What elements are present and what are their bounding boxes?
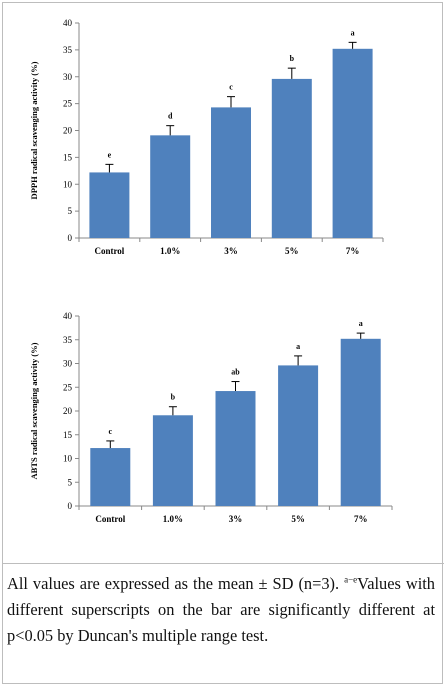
y-tick-label: 20 bbox=[63, 406, 73, 416]
bar bbox=[152, 415, 193, 506]
y-tick-label: 35 bbox=[63, 45, 73, 55]
x-category-label: Control bbox=[94, 246, 124, 256]
bar bbox=[271, 78, 312, 239]
x-category-label: 1.0% bbox=[160, 246, 180, 256]
bar-superscript-label: a bbox=[351, 28, 355, 37]
y-axis-title: DPPH radical scavenging activity (%) bbox=[29, 61, 39, 199]
caption-text-rest: Values with different superscripts on th… bbox=[7, 574, 435, 645]
x-category-label: 5% bbox=[291, 514, 305, 524]
y-tick-label: 40 bbox=[63, 18, 73, 28]
abts-bar-chart: 0 5 10 15 20 25 30 35 40 c Control b 1.0% ab 3% a 5% a 7% A… bbox=[29, 311, 393, 524]
y-tick-label: 10 bbox=[63, 179, 73, 189]
bar bbox=[90, 448, 131, 506]
y-tick-label: 15 bbox=[63, 430, 73, 440]
bar-superscript-label: c bbox=[109, 427, 113, 436]
bar bbox=[215, 391, 256, 506]
x-category-label: 3% bbox=[229, 514, 243, 524]
bar bbox=[211, 107, 251, 238]
caption-divider bbox=[2, 563, 444, 564]
x-category-label: 1.0% bbox=[163, 514, 183, 524]
y-tick-label: 0 bbox=[68, 233, 73, 243]
bar-superscript-label: a bbox=[359, 319, 363, 328]
y-tick-label: 20 bbox=[63, 126, 73, 136]
bar-superscript-label: a bbox=[296, 342, 300, 351]
bar-superscript-label: d bbox=[168, 112, 173, 121]
bar-superscript-label: b bbox=[290, 54, 295, 63]
y-tick-label: 5 bbox=[68, 477, 73, 487]
y-tick-label: 25 bbox=[63, 382, 73, 392]
bar-superscript-label: ab bbox=[231, 368, 240, 377]
x-category-label: 7% bbox=[354, 514, 368, 524]
x-category-label: 3% bbox=[224, 246, 238, 256]
bar bbox=[278, 365, 319, 506]
bar bbox=[340, 338, 381, 506]
bar-superscript-label: c bbox=[229, 83, 233, 92]
bar bbox=[332, 48, 373, 238]
bar-superscript-label: e bbox=[108, 150, 112, 159]
x-category-label: Control bbox=[95, 514, 125, 524]
caption-text-main: All values are expressed as the mean ± S… bbox=[7, 574, 345, 593]
dpph-bar-chart: 0 5 10 15 20 25 30 35 40 e Control d 1.0% c 3% b 5% a 7% DP… bbox=[29, 18, 384, 256]
bar bbox=[150, 135, 191, 238]
y-tick-label: 0 bbox=[68, 501, 73, 511]
y-tick-label: 30 bbox=[63, 359, 73, 369]
caption-superscript: a−e bbox=[344, 574, 358, 585]
y-tick-label: 15 bbox=[63, 152, 73, 162]
bar-superscript-label: b bbox=[171, 393, 176, 402]
bar bbox=[89, 172, 130, 238]
y-tick-label: 10 bbox=[63, 454, 73, 464]
y-tick-label: 35 bbox=[63, 335, 73, 345]
x-category-label: 5% bbox=[285, 246, 299, 256]
figure-caption: All values are expressed as the mean ± S… bbox=[7, 571, 435, 649]
y-axis-title: ABTS radical scavenging activity (%) bbox=[29, 342, 39, 479]
x-category-label: 7% bbox=[346, 246, 360, 256]
y-tick-label: 25 bbox=[63, 99, 73, 109]
y-tick-label: 40 bbox=[63, 311, 73, 321]
y-tick-label: 5 bbox=[68, 206, 73, 216]
y-tick-label: 30 bbox=[63, 72, 73, 82]
